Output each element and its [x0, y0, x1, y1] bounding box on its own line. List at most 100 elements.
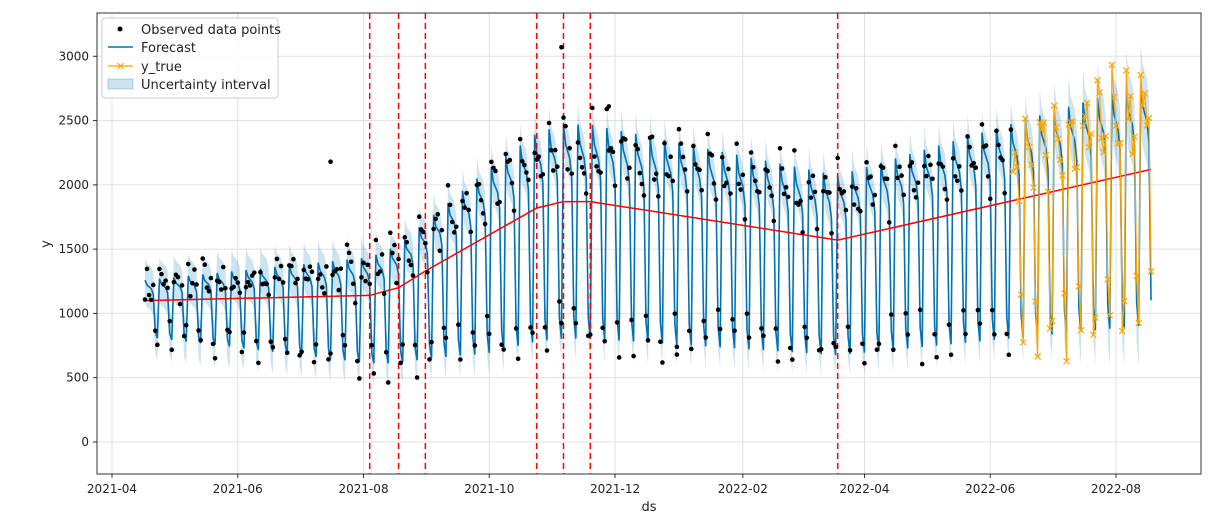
observed-point: [800, 230, 805, 235]
observed-point: [144, 266, 150, 272]
observed-point: [507, 157, 513, 163]
observed-point: [311, 359, 317, 365]
observed-point: [808, 195, 814, 200]
observed-point: [662, 140, 667, 146]
observed-point: [429, 339, 434, 345]
observed-point: [633, 142, 638, 148]
observed-point: [486, 331, 492, 337]
observed-point: [548, 147, 554, 153]
observed-point: [177, 301, 183, 307]
observed-point: [398, 360, 403, 366]
legend: Observed data points Forecast y_true Unc…: [101, 17, 281, 99]
y-true-marker: [1052, 123, 1060, 131]
observed-point: [346, 250, 352, 256]
observed-point: [280, 280, 286, 285]
y-true-marker: [1077, 326, 1085, 334]
observed-point: [322, 291, 327, 296]
observed-point: [497, 199, 502, 205]
observed-point: [759, 326, 764, 331]
observed-point: [480, 211, 486, 216]
y-true-marker: [1017, 291, 1025, 299]
observed-point: [272, 275, 278, 280]
observed-point: [509, 180, 515, 186]
observed-point: [295, 276, 300, 282]
observed-point: [959, 188, 964, 193]
observed-point: [565, 167, 570, 172]
x-tick-label: 2022-06: [965, 482, 1015, 496]
observed-point: [944, 197, 950, 202]
observed-point: [363, 278, 368, 284]
observed-point: [237, 290, 243, 296]
y-true-marker: [1034, 353, 1042, 361]
y-true-marker: [1042, 151, 1050, 159]
observed-point: [526, 177, 531, 183]
observed-point: [152, 328, 158, 334]
x-tick-label: 2021-12: [590, 482, 640, 496]
observed-point: [344, 242, 350, 248]
observed-point: [458, 357, 463, 362]
observed-point: [651, 177, 657, 182]
observed-point: [223, 285, 228, 291]
observed-point: [658, 339, 663, 345]
observed-point: [278, 263, 284, 269]
observed-point: [806, 179, 812, 185]
y-true-marker: [1046, 325, 1054, 332]
observed-point: [820, 188, 826, 194]
observed-point: [200, 256, 206, 261]
observed-point: [439, 227, 445, 233]
observed-point: [425, 269, 430, 275]
observed-point: [845, 324, 851, 330]
observed-point: [587, 332, 593, 337]
y-true-marker: [1133, 272, 1141, 280]
observed-point: [701, 318, 706, 324]
observed-point: [359, 275, 364, 280]
observed-point: [361, 260, 366, 266]
observed-point: [328, 351, 333, 356]
observed-point: [517, 136, 523, 142]
observed-point: [785, 194, 791, 200]
observed-point: [423, 240, 428, 246]
observed-point: [686, 328, 692, 334]
observed-point: [713, 197, 719, 202]
y-true-marker: [1135, 319, 1143, 327]
y-axis-label: y: [39, 240, 54, 248]
observed-point: [301, 267, 307, 273]
y-true-marker: [1061, 289, 1068, 297]
observed-point: [462, 205, 467, 210]
observed-point: [583, 191, 589, 196]
observed-point: [390, 250, 395, 256]
observed-point: [241, 330, 247, 335]
y-tick-label: 3000: [58, 49, 89, 63]
observed-point: [334, 267, 340, 272]
observed-point: [616, 355, 622, 360]
observed-point: [874, 347, 880, 352]
y-true-marker: [1087, 130, 1095, 138]
observed-point: [555, 164, 560, 170]
x-tick-label: 2021-10: [464, 482, 514, 496]
observed-outlier-point: [674, 352, 680, 357]
observed-point: [400, 342, 405, 347]
observed-point: [338, 266, 344, 271]
observed-point: [689, 346, 694, 352]
observed-point: [472, 343, 478, 348]
y-true-marker: [1108, 61, 1116, 69]
observed-point: [736, 181, 742, 187]
observed-point: [546, 120, 552, 126]
observed-point: [315, 276, 321, 282]
observed-point: [254, 338, 259, 344]
y-true-marker: [1102, 132, 1110, 140]
y-true-marker: [1141, 90, 1149, 97]
observed-point: [550, 168, 556, 173]
y-tick-label: 1500: [58, 242, 89, 256]
observed-point: [319, 285, 325, 290]
y-true-marker: [1122, 66, 1130, 74]
observed-point: [1004, 331, 1010, 337]
observed-point: [924, 173, 929, 179]
observed-point: [536, 154, 542, 159]
y-true-marker: [1067, 118, 1075, 126]
observed-point: [552, 147, 558, 153]
observed-point: [767, 185, 772, 190]
observed-point: [732, 328, 737, 334]
observed-point: [441, 325, 447, 331]
y-true-marker: [1040, 119, 1048, 126]
